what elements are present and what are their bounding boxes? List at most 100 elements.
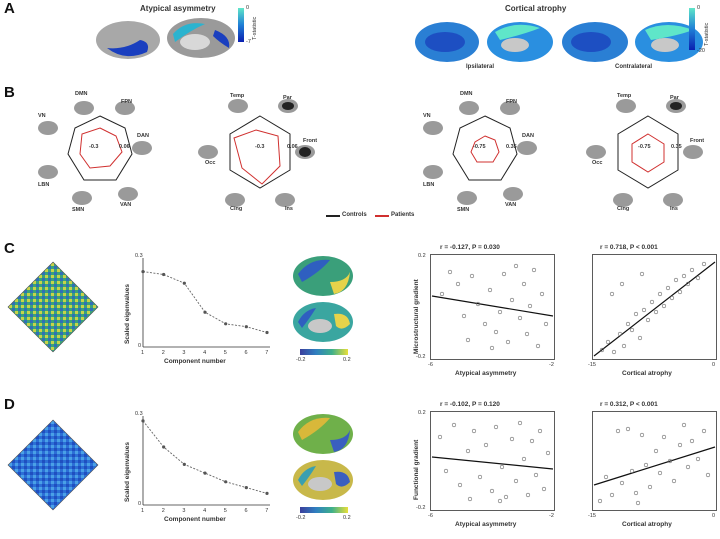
scree-point [162,272,166,277]
scree-point [203,471,207,475]
gradient-c-cbar-min: -0.2 [296,357,306,363]
radar4-label-occ: Occ [592,160,603,166]
scree-c-xtick: 1 [141,350,145,356]
radar3-label-lbn: LBN [423,182,435,188]
scree-point [244,486,248,490]
scatter-d1-stat: r = -0.102, P = 0.120 [440,401,500,408]
scree-c-xtick: 2 [161,350,165,356]
scatter-d2 [592,411,717,511]
radar3-label-dan: DAN [522,133,534,139]
scree-point [265,330,269,335]
scree-c-xtick: 6 [244,350,248,356]
scree-point [162,445,166,449]
scatter-d2-xmax: 0 [712,513,716,519]
radar3-label-dmn: DMN [460,91,473,97]
scree-c-xlabel: Component number [164,358,226,365]
regression-line [593,446,716,486]
atrophy-colorbar [689,8,695,50]
radar-patients-outline [79,127,123,169]
scree-c-line [142,271,268,333]
panel-label-b: B [4,84,15,101]
radar2-min: -0.3 [255,144,265,150]
radar4-label-par: Par [670,95,679,101]
scree-d-xlabel: Component number [164,516,226,523]
radar-controls-outline [617,115,679,189]
scatter-d1-ymin: -0.2 [416,505,426,511]
cortical-atrophy-title: Cortical atrophy [505,4,567,13]
radar1-label-lbn: LBN [38,182,50,188]
radar4-label-cing: Cing [617,206,630,212]
radar-controls-outline [67,115,133,181]
scree-point [224,322,228,326]
radar3-min: -0.75 [473,144,486,150]
asymmetry-cluster-left [107,40,149,57]
radar4-label-ins: Ins [670,206,678,212]
radar1-label-vn: VN [38,113,46,119]
scatter-d2-xmin: -15 [588,513,596,519]
atrophy-cbar-max: 0 [697,5,701,11]
radar2-label-front: Front [303,138,318,144]
asymmetry-brain-maps [96,18,235,59]
scatter-c2 [592,254,717,360]
scree-plot-d [141,416,270,506]
contralateral-label: Contralateral [615,64,653,70]
gradient-colorbar-c [300,349,348,355]
radar1-min: -0.3 [89,144,99,150]
scree-c-xticks: 1 2 3 4 5 6 7 [141,350,271,358]
scatter-c1-xmax: -2 [549,362,554,368]
gradient-colorbar-d [300,507,348,513]
scatter-points [597,422,711,506]
radar-lobes-asymmetry [198,99,315,207]
scree-point [182,281,186,285]
asymmetry-colorbar [238,8,244,42]
atrophy-cbar-label: T-statistic [704,22,710,46]
legend-controls-label: Controls [342,212,367,218]
scree-d-xtick: 7 [265,508,269,514]
scatter-c2-xmax: 0 [712,362,716,368]
radar-patients-outline [631,133,665,173]
scatter-d1-xlabel: Atypical asymmetry [455,521,517,528]
scatter-c2-xmin: -15 [588,362,596,368]
scree-d-xtick: 1 [141,508,145,514]
asymmetry-cbar-min: -7 [246,39,251,45]
scree-c-ylabel: Scaled eigenvalues [124,284,131,344]
radar2-label-ins: Ins [285,206,293,212]
scree-point [141,419,145,423]
gradient-d-cbar-max: 0.2 [343,515,351,521]
scree-point [244,325,248,329]
asymmetry-cbar-max: 0 [246,5,250,11]
legend-patients-swatch [375,215,389,217]
radar-networks-asymmetry [38,101,152,205]
scree-d-ylabel: Scaled eigenvalues [124,442,131,502]
radar-networks-atrophy [423,101,537,205]
scatter-c1-xlabel: Atypical asymmetry [455,370,517,377]
radar-patients-outline [233,129,281,185]
scree-point [182,462,186,466]
radar1-label-dmn: DMN [75,91,88,97]
scatter-d1-ylabel: Functional gradient [413,439,420,500]
atypical-asymmetry-title: Atypical asymmetry [140,4,216,13]
gradient-brain-maps-c [293,256,353,342]
scatter-points [437,420,551,504]
scree-point [265,491,269,495]
functional-matrix [7,419,99,511]
scatter-d2-xlabel: Cortical atrophy [622,521,672,528]
scree-d-xtick: 5 [223,508,227,514]
scree-c-xtick: 7 [265,350,269,356]
radar-lobes-atrophy [586,99,703,207]
scatter-points [599,261,707,355]
scatter-d1 [430,411,555,511]
regression-line [431,295,554,317]
gradient-brain-maps-d [293,414,353,500]
radar3-label-smn: SMN [457,207,470,213]
radar1-label-fpn: FPN [121,99,132,105]
asymmetry-cbar-label: T-statistic [252,16,258,40]
scree-d-ymin: 0 [138,501,142,507]
gradient-d-cbar-min: -0.2 [296,515,306,521]
radar4-label-front: Front [690,138,705,144]
scatter-c1-ylabel: Microstructural gradient [413,279,420,354]
radar1-label-smn: SMN [72,207,85,213]
scatter-c2-stat: r = 0.718, P < 0.001 [600,244,658,251]
panel-label-a: A [4,0,15,17]
radar3-label-van: VAN [505,202,517,208]
